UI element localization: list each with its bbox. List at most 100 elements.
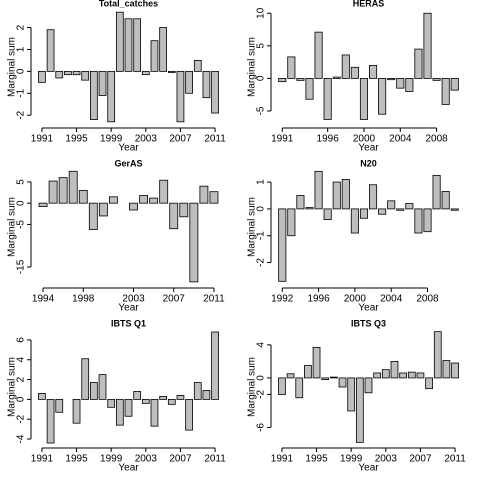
bar xyxy=(107,70,116,123)
bar xyxy=(359,78,368,120)
bar xyxy=(139,195,149,204)
x-tick-label: 2004 xyxy=(380,294,403,305)
x-tick-label: 2004 xyxy=(389,134,412,145)
bar xyxy=(287,56,296,79)
panel-title: IBTS Q3 xyxy=(351,318,386,328)
x-tick-label: 1996 xyxy=(317,134,340,145)
bar xyxy=(72,398,81,424)
y-tick-label: -2 xyxy=(256,390,267,399)
x-tick-label: 1991 xyxy=(31,454,54,465)
y-tick-label: 0 xyxy=(16,396,27,402)
panel-title: GerAS xyxy=(114,158,142,168)
bar xyxy=(296,195,305,210)
panel: GerAS -15 -5 0 5 1994 1998 2003 2007 2011 Year Marg… xyxy=(7,158,226,313)
bar xyxy=(314,31,323,79)
bar xyxy=(38,202,48,207)
bar xyxy=(350,208,359,234)
x-tick-label: 2008 xyxy=(425,134,448,145)
bar xyxy=(381,369,390,379)
bar xyxy=(441,78,450,105)
panel: N20 -2 -1 0 1 1992 1996 2000 2004 2008 Year Margina… xyxy=(247,158,459,314)
panel-title: N20 xyxy=(360,158,377,168)
bar xyxy=(211,331,219,400)
bar xyxy=(330,376,338,379)
bar xyxy=(347,377,356,412)
bar xyxy=(323,208,332,221)
bar xyxy=(396,208,405,211)
x-tick-label: 1991 xyxy=(31,134,54,145)
x-tick-label: 2011 xyxy=(204,134,226,145)
bar xyxy=(68,170,78,204)
bar xyxy=(378,78,387,115)
bar xyxy=(341,54,350,79)
y-tick-label: 0 xyxy=(16,200,27,206)
x-tick-label: 1994 xyxy=(32,294,55,305)
bar xyxy=(390,360,399,379)
bar xyxy=(98,374,107,400)
x-axis-label: Year xyxy=(118,143,139,154)
bar xyxy=(323,78,332,120)
bar xyxy=(199,185,209,204)
bar xyxy=(209,191,219,204)
bar xyxy=(416,372,425,379)
bar xyxy=(450,208,459,211)
y-tick-label: -6 xyxy=(256,423,267,432)
y-tick-label: 2 xyxy=(16,24,27,30)
y-tick-label: -5 xyxy=(16,220,27,229)
bar xyxy=(432,78,441,81)
bar xyxy=(38,393,46,400)
bar xyxy=(124,18,133,72)
y-tick-label: 6 xyxy=(16,337,27,343)
bar xyxy=(141,398,150,404)
y-tick-label: -4 xyxy=(16,434,27,443)
x-tick-label: 2000 xyxy=(353,134,376,145)
bar xyxy=(46,398,55,444)
bar xyxy=(305,207,314,210)
panel: IBTS Q1 -4 -2 0 2 4 6 1991 1995 1999 2003 2007 2011 Y… xyxy=(7,318,227,473)
x-tick-label: 2003 xyxy=(135,454,158,465)
bar xyxy=(332,181,341,210)
bar xyxy=(296,78,305,81)
y-axis-label: Marginal sum xyxy=(247,357,258,417)
bar xyxy=(149,197,159,204)
bar xyxy=(295,377,304,399)
bar xyxy=(433,331,442,379)
panel-title: Total_catches xyxy=(99,0,158,8)
x-tick-label: 1991 xyxy=(271,134,294,145)
bar xyxy=(124,398,133,417)
bar xyxy=(150,40,159,72)
x-tick-label: 2011 xyxy=(204,454,226,465)
bar xyxy=(441,191,450,210)
bar xyxy=(359,208,368,219)
x-tick-label: 2000 xyxy=(344,294,367,305)
bar xyxy=(193,60,202,72)
y-tick-label: 0 xyxy=(256,206,267,212)
bar xyxy=(432,174,441,210)
bar xyxy=(64,70,72,76)
x-tick-label: 2003 xyxy=(375,454,398,465)
y-tick-label: -15 xyxy=(16,259,27,274)
x-tick-label: 1999 xyxy=(100,134,123,145)
bar xyxy=(72,70,81,76)
bar xyxy=(305,78,314,100)
y-axis-label: Marginal sum xyxy=(7,37,18,97)
bar xyxy=(159,396,167,400)
y-axis-label: Marginal sum xyxy=(247,197,258,257)
x-tick-label: 1999 xyxy=(100,454,123,465)
bar xyxy=(341,178,350,210)
bar xyxy=(378,208,387,215)
bar xyxy=(425,377,433,390)
x-tick-label: 1998 xyxy=(72,294,95,305)
bar xyxy=(185,70,193,94)
x-tick-label: 1995 xyxy=(305,454,328,465)
bar xyxy=(169,202,179,230)
bar xyxy=(46,29,55,72)
y-tick-label: -1 xyxy=(16,88,27,97)
x-axis-label: Year xyxy=(358,463,379,474)
y-tick-label: -2 xyxy=(16,414,27,423)
bar xyxy=(167,398,176,405)
x-tick-label: 2003 xyxy=(122,294,145,305)
y-tick-label: -5 xyxy=(256,106,267,115)
bar xyxy=(179,202,189,218)
bar xyxy=(332,76,341,79)
